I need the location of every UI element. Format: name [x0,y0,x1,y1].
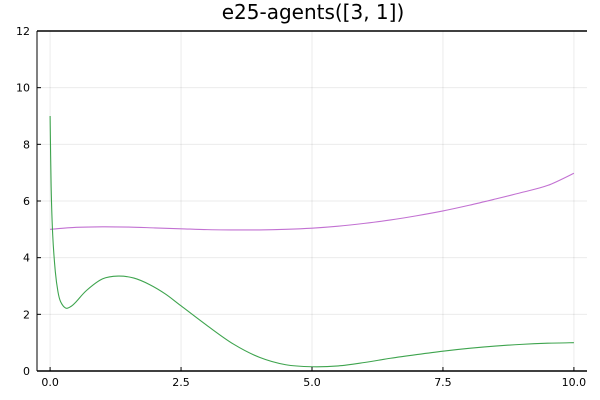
chart-title: e25-agents([3, 1]) [222,0,405,24]
y-ticks: 0 2 4 6 8 10 12 [16,25,41,378]
x-ticks: 0.0 2.5 5.0 7.5 10.0 [41,367,586,389]
y-tick-label: 12 [16,25,30,38]
y-tick-label: 6 [23,195,30,208]
y-tick-label: 8 [23,138,30,151]
y-tick-label: 4 [23,252,30,265]
x-tick-label: 10.0 [562,376,587,389]
x-tick-label: 2.5 [172,376,190,389]
y-tick-label: 2 [23,308,30,321]
x-tick-label: 7.5 [434,376,452,389]
series-1-line [50,172,575,231]
series-layer [49,115,575,368]
x-tick-label: 5.0 [303,376,321,389]
x-tick-label: 0.0 [41,376,59,389]
series-2-line [49,115,574,368]
grid [37,30,587,372]
y-tick-label: 0 [23,365,30,378]
y-tick-label: 10 [16,82,30,95]
